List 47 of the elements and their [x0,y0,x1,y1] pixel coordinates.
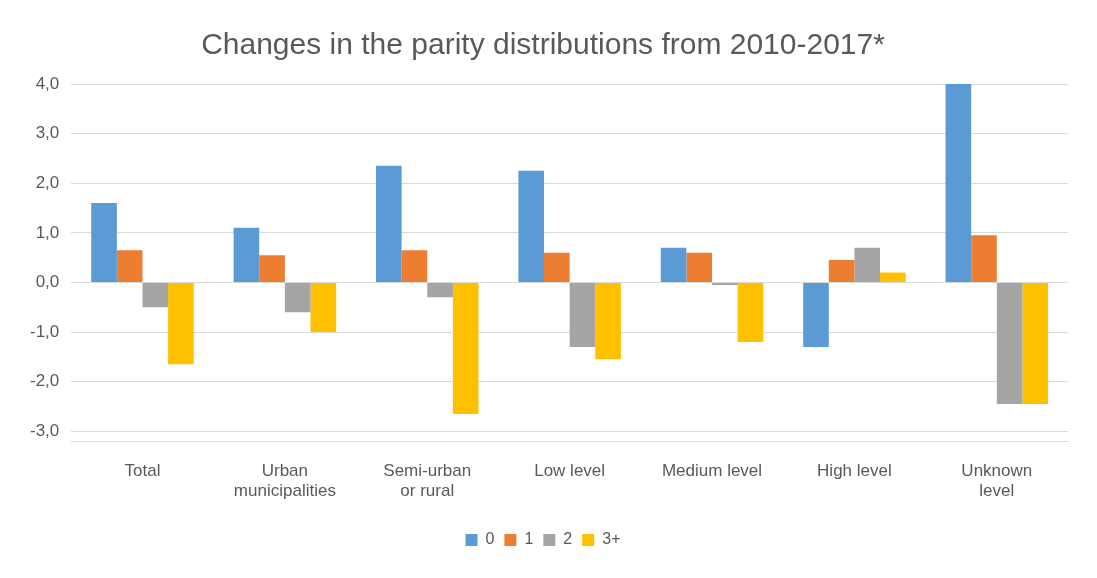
bar [803,282,829,347]
y-tick-label: 4,0 [35,73,60,93]
y-tick-label: 1,0 [35,222,60,242]
bar [116,250,143,282]
bar [660,247,687,282]
legend-label: 3+ [602,530,621,548]
bar [828,260,855,282]
y-tick-label: -3,0 [30,420,60,440]
bar [971,235,997,282]
x-tick-label: High level [817,461,892,481]
legend-label: 0 [485,530,495,548]
bar [452,282,479,414]
x-tick-label: Urban municipalities [233,461,336,501]
legend-label: 1 [524,530,534,548]
bar [310,282,337,333]
chart-title: Changes in the parity distributions from 2010-2017* [201,27,886,61]
y-tick-label: 0,0 [35,272,60,292]
bar [142,282,169,308]
bar [259,255,285,282]
x-tick-label: Unknown level [961,461,1033,501]
bar [91,203,117,282]
bar [686,252,713,282]
x-tick-label: Total [124,461,161,481]
bar [569,282,596,347]
y-tick-label: 2,0 [35,172,60,192]
bar [854,247,881,282]
bar [168,282,194,365]
bar [945,84,972,282]
bar [518,170,545,282]
bar [880,272,906,282]
bar [737,282,764,342]
x-tick-label: Semi-urban or rural [383,461,472,501]
bar [996,282,1023,404]
x-tick-label: Low level [534,461,606,481]
y-tick-label: -2,0 [30,371,60,391]
bar [427,282,453,298]
bar [284,282,311,313]
bar [401,250,428,282]
bar [595,282,621,360]
legend-label: 2 [563,530,573,548]
bar [233,227,260,282]
bar [544,252,570,282]
y-tick-label: 3,0 [35,123,60,143]
x-tick-label: Medium level [661,461,763,481]
y-tick-label: -1,0 [30,321,60,341]
bar [376,165,402,282]
bar [1022,282,1049,404]
